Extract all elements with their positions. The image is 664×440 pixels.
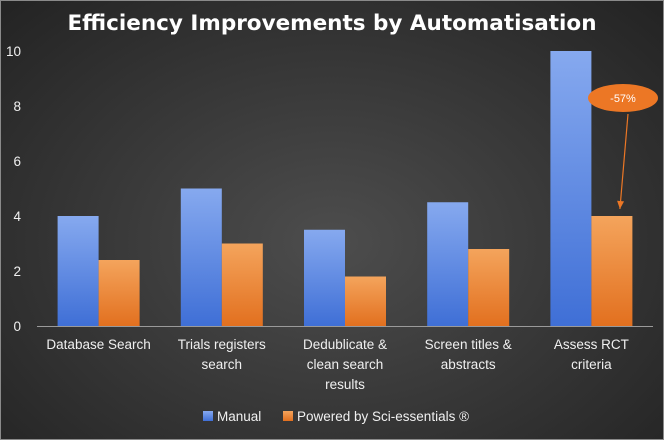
y-tick-label: 10 xyxy=(6,44,21,59)
y-tick-label: 2 xyxy=(13,264,21,279)
legend-swatch-manual xyxy=(203,411,213,421)
legend-item: Manual xyxy=(203,409,261,424)
legend-item: Powered by Sci-essentials ® xyxy=(283,409,469,424)
x-tick-label: Assess RCT criteria xyxy=(554,337,629,372)
plot-area: 0 2 4 6 8 10 Database Search Trials registers se… xyxy=(6,44,658,392)
bar-powered xyxy=(468,249,510,326)
legend-label: Powered by Sci-essentials ® xyxy=(297,409,469,424)
x-tick-label: Database Search xyxy=(46,337,150,352)
bar-manual xyxy=(304,229,345,326)
y-tick-label: 4 xyxy=(13,209,21,224)
x-tick-label: Screen titles & abstracts xyxy=(425,337,512,372)
bar-powered xyxy=(591,216,633,326)
y-tick-label: 6 xyxy=(13,154,21,169)
legend: Manual Powered by Sci-essentials ® xyxy=(203,409,469,424)
y-tick-label: 8 xyxy=(13,99,21,114)
bar-powered xyxy=(221,243,263,326)
bar-manual xyxy=(57,216,99,326)
annotation-callout: -57% xyxy=(588,84,658,210)
bar-manual xyxy=(180,188,222,326)
callout-arrow-head xyxy=(617,200,625,209)
callout-label: -57% xyxy=(610,93,636,105)
x-tick-label: Dedublicate & clean search results xyxy=(303,337,387,392)
bar-powered xyxy=(345,276,386,326)
x-tick-label: Trials registers search xyxy=(178,337,266,372)
legend-label: Manual xyxy=(217,409,261,424)
callout-bubble xyxy=(588,84,658,112)
legend-swatch-powered xyxy=(283,411,293,421)
chart-title: Efficiency Improvements by Automatisatio… xyxy=(68,11,597,36)
bar-manual xyxy=(550,51,592,326)
y-tick-label: 0 xyxy=(13,319,21,334)
callout-arrow-line xyxy=(619,113,629,210)
bar-powered xyxy=(98,260,140,326)
bar-manual xyxy=(427,202,469,326)
